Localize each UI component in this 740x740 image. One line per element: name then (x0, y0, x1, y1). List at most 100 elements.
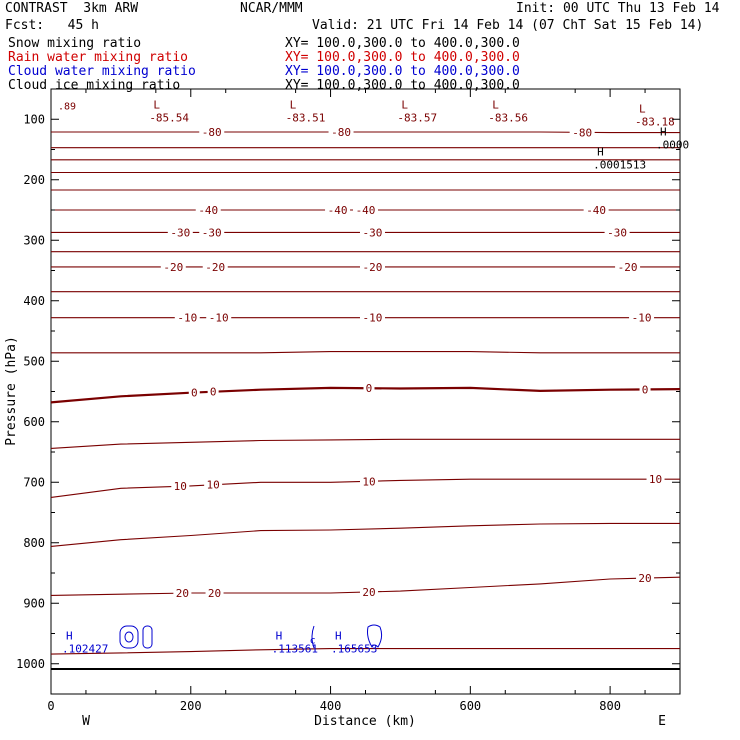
x-tick-label: 800 (599, 699, 621, 713)
y-tick-label: 300 (23, 233, 45, 247)
contour-label-bg (359, 475, 378, 488)
extremum-value: -83.51 (286, 111, 326, 124)
contour-label: -40 (586, 204, 606, 217)
y-tick-label: 400 (23, 294, 45, 308)
contour-label: 10 (174, 480, 187, 493)
extremum-symbol: L (492, 98, 499, 111)
contour-label-bg (629, 311, 655, 324)
x-end-west: W (82, 714, 90, 729)
extremum-value: .113561 (272, 643, 318, 656)
contour-label: -40 (356, 204, 376, 217)
field-label-cloud-water: Cloud water mixing ratio (8, 64, 196, 79)
x-tick-label: 600 (459, 699, 481, 713)
extremum-value: -85.54 (149, 111, 189, 124)
cloud-water-blob (367, 624, 383, 649)
contour-label-bg (206, 311, 232, 324)
contour-label: 0 (191, 387, 198, 400)
contour-label-bg (328, 125, 354, 138)
contour-label: -10 (177, 312, 197, 325)
extremum-value: -83.56 (488, 111, 528, 124)
center-label: NCAR/MMM (240, 1, 303, 16)
contour-label-bg (188, 386, 200, 399)
y-tick-label: 500 (23, 354, 45, 368)
x-tick-label: 400 (320, 699, 342, 713)
extremum-symbol: L (153, 98, 160, 111)
contour-line (51, 351, 680, 354)
contour-label-bg (604, 226, 630, 239)
contour-label-bg (173, 587, 192, 600)
contour-label-bg (353, 204, 378, 216)
contour-label-bg (195, 204, 221, 216)
contour-label-bg (363, 382, 375, 395)
y-tick-label: 800 (23, 536, 45, 550)
contour-label: 10 (207, 479, 220, 492)
contour-line (50, 522, 680, 547)
extremum-value: -83.18 (635, 116, 675, 129)
x-tick-label: 0 (47, 699, 54, 713)
contour-label-bg (160, 260, 186, 273)
contour-label-bg (359, 260, 385, 273)
contour-label: -20 (363, 261, 383, 274)
y-tick-label: 1000 (16, 657, 45, 671)
contour-label: -20 (618, 261, 638, 274)
contour-label-bg (199, 125, 225, 138)
contour-label-bg (325, 204, 351, 216)
plot-title: CONTRAST 3km ARW (5, 1, 139, 16)
contour-label: -10 (209, 312, 229, 325)
extremum-value: -83.57 (397, 111, 437, 124)
contour-label-bg (205, 586, 224, 599)
contour-label: -20 (163, 261, 183, 274)
contour-label: 0 (210, 386, 217, 399)
extremum-symbol: H (660, 126, 667, 139)
contour-label-bg (174, 311, 200, 324)
contour-label-bg (359, 226, 385, 239)
contour-label-bg (359, 585, 378, 598)
annotation-layer: L-85.54L-83.51L-83.57L-83.56L-83.18H.000… (58, 98, 689, 655)
contour-label-bg (615, 260, 641, 273)
y-tick-label: 200 (23, 173, 45, 187)
extremum-symbol: H (276, 630, 283, 643)
x-end-east: E (658, 714, 666, 729)
contour-line (50, 438, 680, 449)
contour-label-bg (167, 226, 193, 239)
contour-label-bg (204, 478, 223, 491)
extremum-value: .0001513 (593, 159, 646, 172)
contour-label: 20 (362, 586, 375, 599)
contour-label: -40 (328, 204, 348, 217)
contour-label: -80 (202, 126, 222, 139)
contour-label-bg (207, 385, 219, 398)
extremum-symbol: L (401, 98, 408, 111)
cloud-water-blob (311, 625, 315, 649)
contour-label: -30 (170, 226, 190, 239)
extremum-symbol: H (597, 146, 604, 159)
x-tick-label: 200 (180, 699, 202, 713)
extremum-symbol: L (290, 98, 297, 111)
contour-label-bg (171, 480, 190, 493)
field-label-rain: Rain water mixing ratio (8, 50, 189, 65)
extremum-value: .0000 (656, 139, 689, 152)
contour-label: -30 (363, 226, 383, 239)
contour-label-bg (636, 572, 655, 585)
contour-label: -80 (331, 126, 351, 139)
contour-label: 10 (362, 475, 375, 488)
init-time: Init: 00 UTC Thu 13 Feb 14 (516, 1, 720, 16)
x-axis-title: Distance (km) (314, 714, 416, 729)
cloud-water-blob (142, 625, 153, 649)
contour-label-bg (202, 260, 228, 273)
extremum-symbol: L (639, 103, 646, 116)
partial-label: .89 (58, 101, 76, 112)
contour-label-bg (646, 473, 665, 486)
contour-label: 20 (638, 572, 651, 585)
contour-label: -10 (632, 312, 652, 325)
contour-label-bg (639, 383, 651, 396)
contour-label: -30 (202, 226, 222, 239)
cloud-water-blobs (119, 624, 383, 649)
contour-label-bg (569, 126, 595, 139)
contour-label-layer: -80 -80 -80-40 -40 -40 -40-30 -30 -30 -30-20 -20-… (160, 125, 665, 600)
y-tick-label: 600 (23, 415, 45, 429)
forecast-hour: Fcst: 45 h (5, 18, 99, 33)
field-xy-snow: XY= 100.0,300.0 to 400.0,300.0 (285, 36, 520, 51)
extremum-symbol: H (335, 630, 342, 643)
